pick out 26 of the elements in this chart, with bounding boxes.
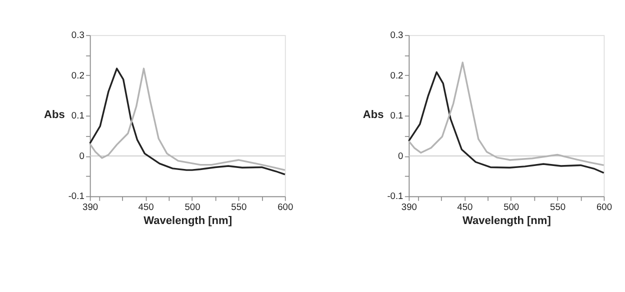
x-tick-label: 550 [231,202,247,212]
y-tick-label: -0.1 [387,191,404,202]
x-tick-label: 500 [504,202,520,212]
y-tick-label: -0.1 [68,191,84,202]
x-tick-label: 600 [596,202,612,212]
y-tick-label: 0.1 [71,110,84,121]
x-tick-label: 390 [401,202,417,212]
x-tick-label: 390 [82,202,98,212]
x-axis-title: Wavelength [nm] [462,214,552,227]
y-tick-label: 0.3 [71,30,84,40]
y-tick-label: 0.2 [71,70,84,80]
line-series [408,71,605,174]
x-tick-label: 450 [138,202,154,212]
y-axis-title: Abs [362,108,384,121]
y-tick-label: 0.1 [390,110,404,121]
x-tick-label: 550 [550,202,566,212]
y-tick-label: 0 [398,150,404,161]
line-series [408,62,605,166]
x-tick-label: 450 [457,202,473,212]
y-axis-title: Abs [44,108,65,121]
x-tick-label: 500 [184,202,200,212]
x-axis-title: Wavelength [nm] [144,214,232,227]
y-tick-label: 0.2 [390,70,404,80]
y-tick-label: 0.3 [390,30,404,40]
y-tick-label: 0 [79,150,84,161]
x-tick-label: 600 [278,202,294,212]
